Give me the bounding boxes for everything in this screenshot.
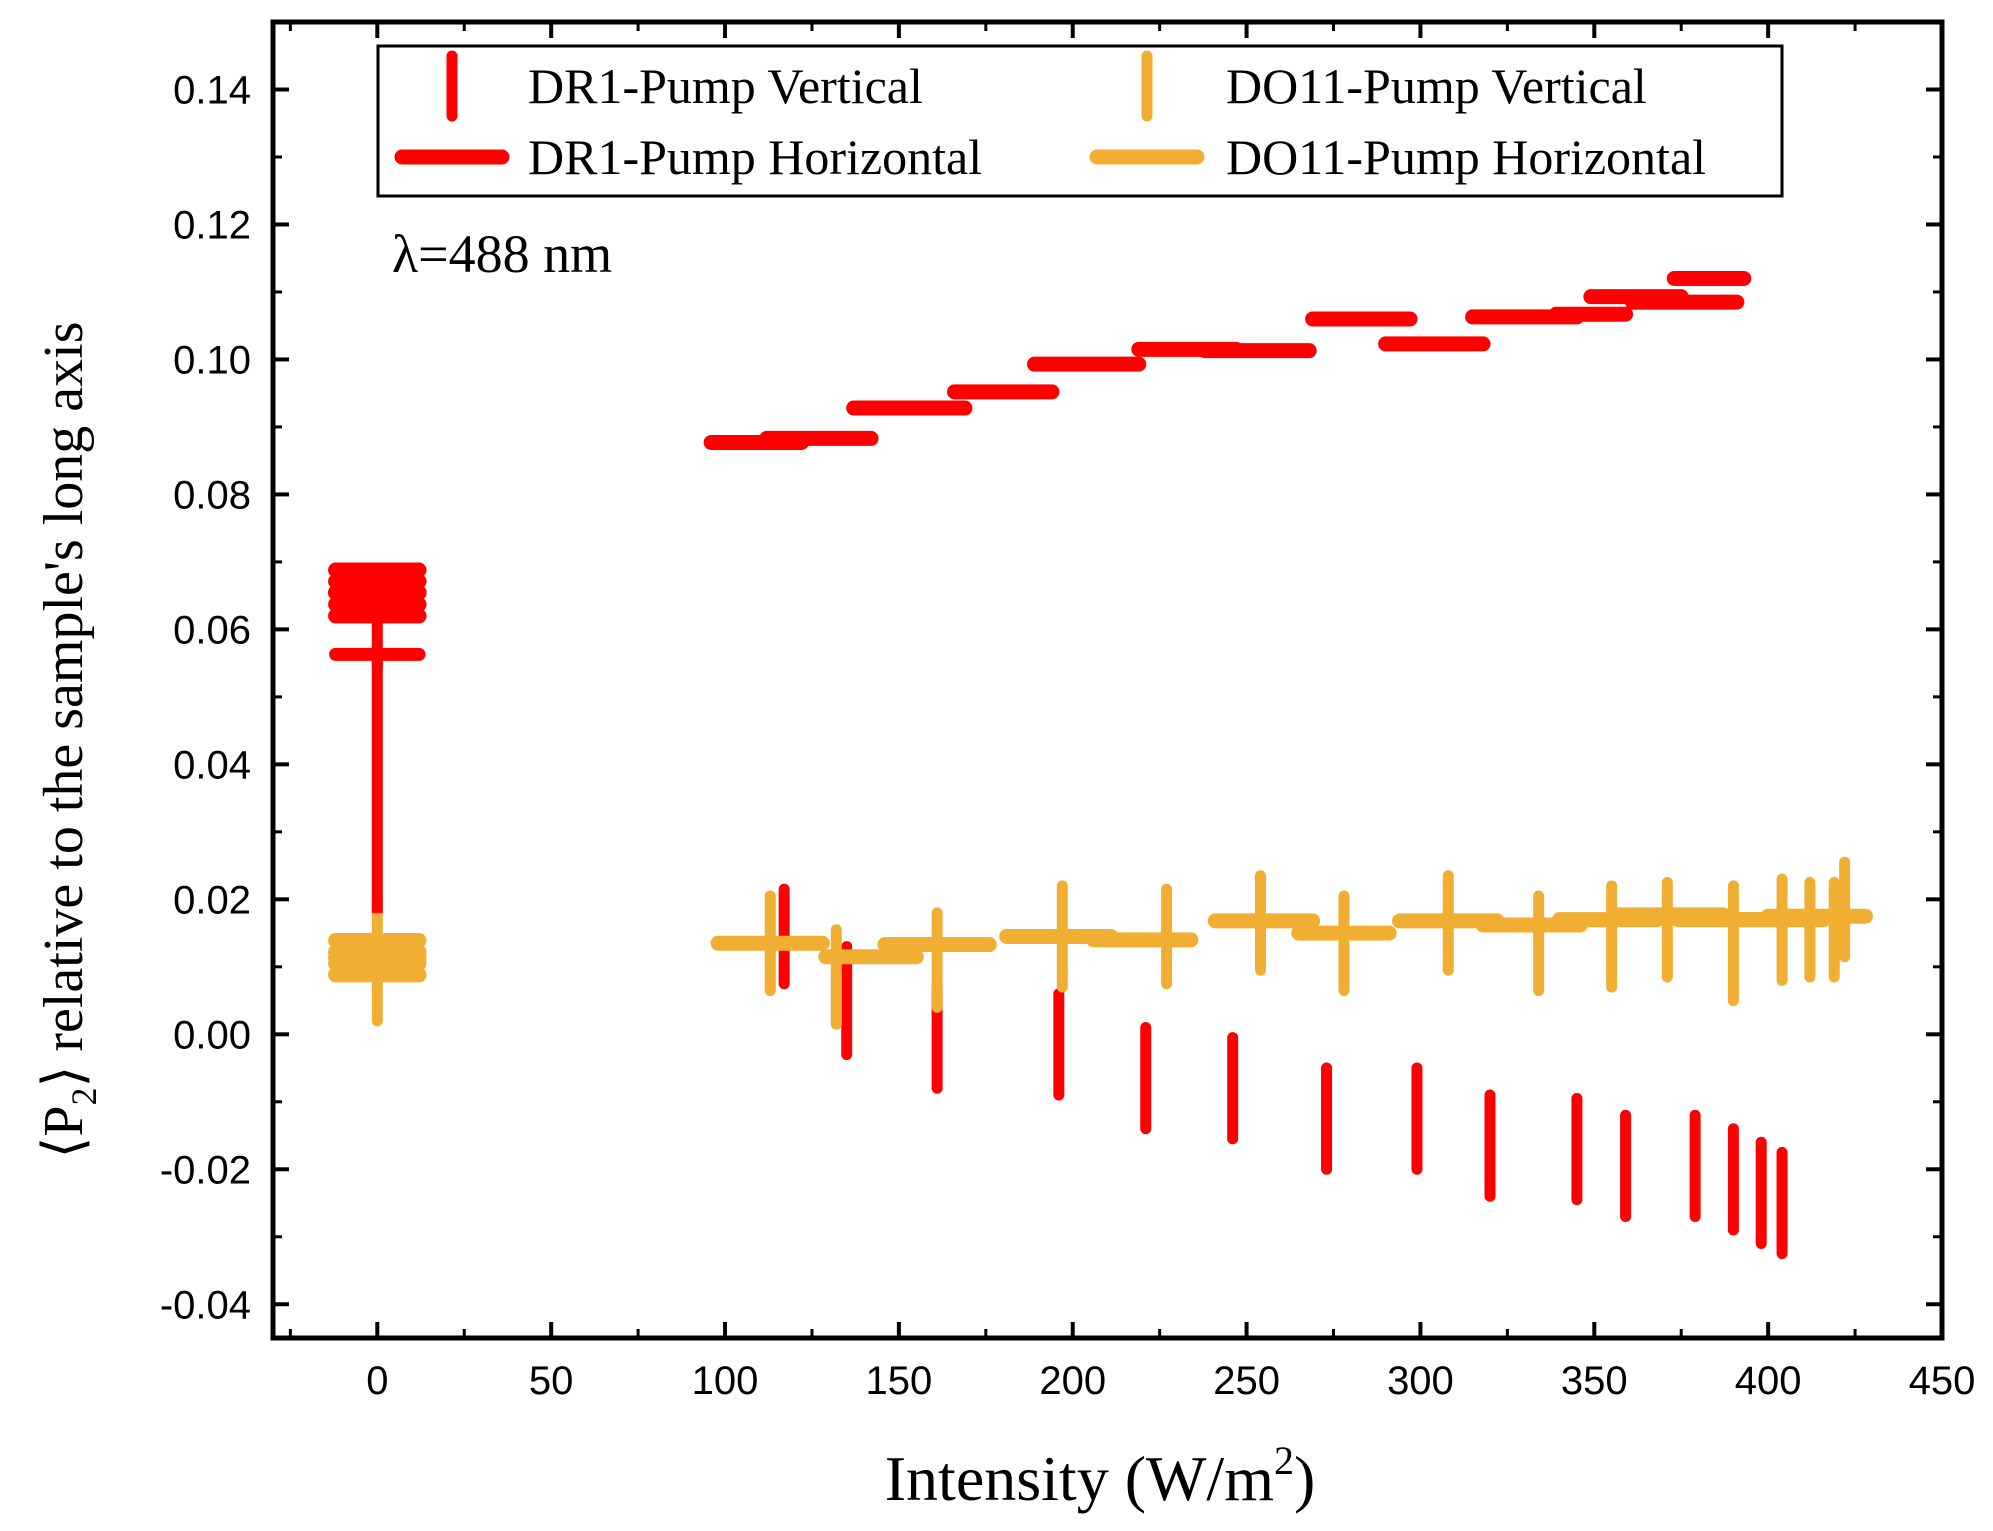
data-marks [328, 270, 1874, 1260]
legend: DR1-Pump Vertical DO11-Pump Vertical DR1… [376, 44, 1784, 198]
x-tick-label-0: 0 [366, 1359, 388, 1403]
x-axis-title-end: ) [1294, 1443, 1315, 1514]
y-tick-label-0: -0.04 [160, 1283, 251, 1327]
axis-ticks: 0 50 100 150 200 250 300 350 400 450 -0.04 -0.02 0.0… [160, 22, 1976, 1403]
x-tick-label-6: 300 [1387, 1359, 1454, 1403]
legend-label-do11-vertical: DO11-Pump Vertical [1226, 58, 1647, 114]
x-tick-label-5: 250 [1213, 1359, 1280, 1403]
y-tick-label-7: 0.10 [173, 338, 251, 382]
y-tick-label-2: 0.00 [173, 1013, 251, 1057]
x-tick-label-3: 150 [866, 1359, 933, 1403]
y-axis-title-p: P [33, 1105, 95, 1136]
y-axis-title-open: ⟨ [33, 1137, 95, 1159]
y-axis-title-close: ⟩ [33, 1066, 95, 1088]
y-tick-label-4: 0.04 [173, 743, 251, 787]
x-axis-title: Intensity (W/m2) [885, 1438, 1316, 1514]
x-tick-label-8: 400 [1735, 1359, 1802, 1403]
legend-label-dr1-vertical: DR1-Pump Vertical [528, 58, 923, 114]
plot-area-frame [270, 19, 1945, 1341]
y-tick-label-9: 0.14 [173, 68, 251, 112]
x-tick-label-7: 350 [1561, 1359, 1628, 1403]
x-axis-title-sup: 2 [1274, 1438, 1294, 1483]
y-tick-label-5: 0.06 [173, 608, 251, 652]
legend-glyphs [394, 50, 1205, 165]
legend-box [376, 44, 1784, 198]
x-tick-label-4: 200 [1039, 1359, 1106, 1403]
y-axis-title-sub: 2 [64, 1087, 104, 1105]
x-tick-label-1: 50 [529, 1359, 574, 1403]
wavelength-annotation: λ=488 nm [392, 224, 612, 284]
x-axis-title-main: Intensity (W/m [885, 1443, 1274, 1514]
x-tick-label-9: 450 [1909, 1359, 1976, 1403]
x-tick-label-2: 100 [692, 1359, 759, 1403]
y-tick-label-3: 0.02 [173, 878, 251, 922]
y-tick-label-6: 0.08 [173, 473, 251, 517]
legend-label-do11-horizontal: DO11-Pump Horizontal [1226, 129, 1706, 185]
y-axis-title-rest: relative to the sample's long axis [33, 321, 95, 1065]
y-tick-label-8: 0.12 [173, 203, 251, 247]
y-tick-label-1: -0.02 [160, 1148, 251, 1192]
legend-label-dr1-horizontal: DR1-Pump Horizontal [528, 129, 982, 185]
y-axis-title: ⟨P2⟩ relative to the sample's long axis [33, 321, 104, 1158]
